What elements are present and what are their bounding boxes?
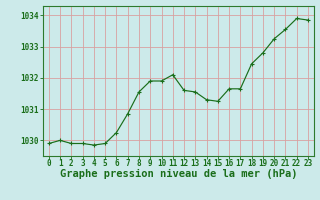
X-axis label: Graphe pression niveau de la mer (hPa): Graphe pression niveau de la mer (hPa) (60, 169, 297, 179)
